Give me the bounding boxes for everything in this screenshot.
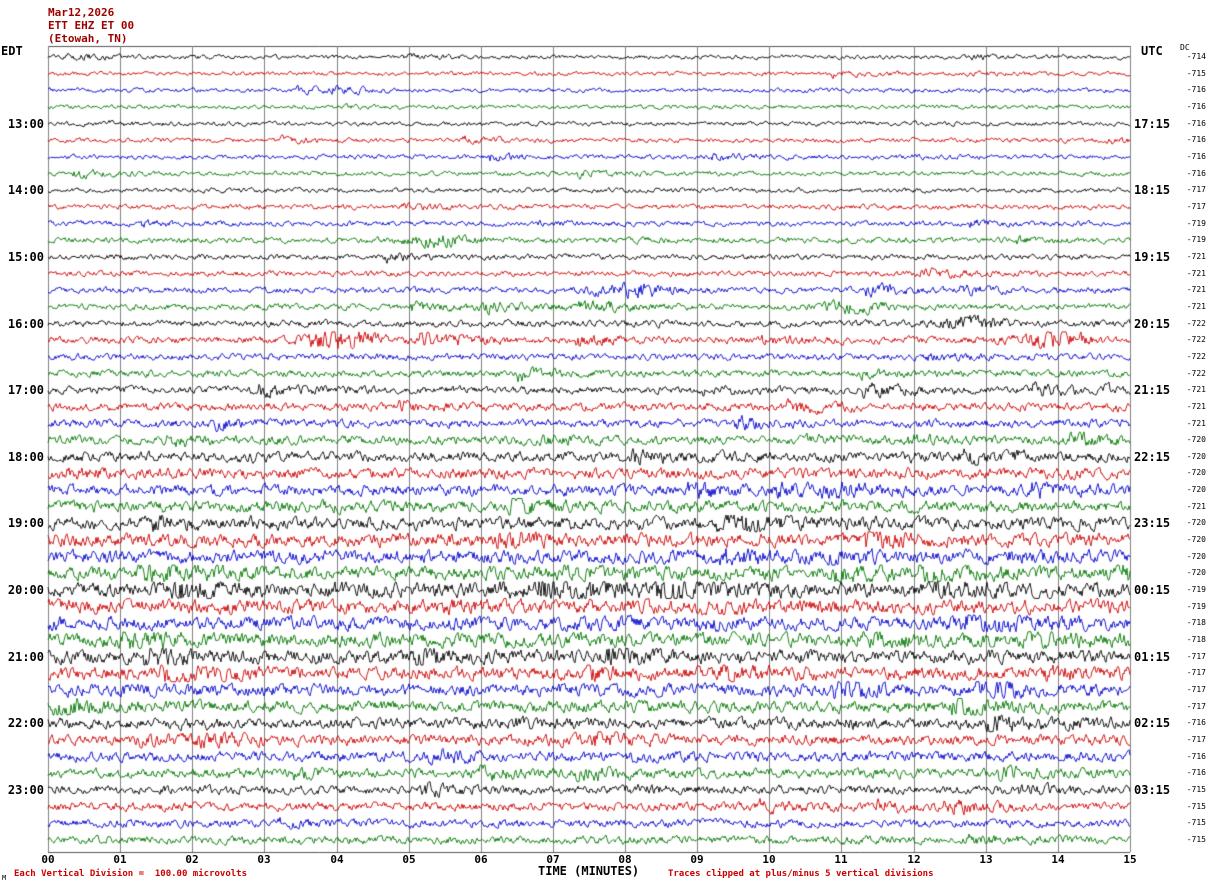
dc-value: -715 [1186, 802, 1206, 811]
dc-value: -720 [1186, 568, 1206, 577]
dc-value: -720 [1186, 452, 1206, 461]
dc-value: -719 [1186, 219, 1206, 228]
edt-label: 23:00 [7, 783, 44, 797]
x-tick-label: 01 [113, 853, 127, 866]
dc-value: -720 [1186, 552, 1206, 561]
dc-value: -721 [1186, 419, 1206, 428]
x-tick-label: 14 [1051, 853, 1065, 866]
dc-value: -719 [1186, 602, 1206, 611]
dc-value: -719 [1186, 235, 1206, 244]
dc-value: -716 [1186, 169, 1206, 178]
dc-value: -717 [1186, 202, 1206, 211]
dc-value: -714 [1186, 52, 1206, 61]
x-tick-label: 15 [1123, 853, 1137, 866]
dc-value: -716 [1186, 768, 1206, 777]
x-tick-label: 02 [185, 853, 199, 866]
edt-label: 19:00 [7, 516, 44, 530]
x-tick-label: 13 [979, 853, 993, 866]
utc-label: 23:15 [1134, 516, 1171, 530]
utc-label: 19:15 [1134, 250, 1171, 264]
dc-value: -715 [1186, 818, 1206, 827]
x-tick-label: 12 [907, 853, 921, 866]
dc-value: -717 [1186, 735, 1206, 744]
dc-value: -716 [1186, 85, 1206, 94]
x-tick-label: 04 [330, 853, 344, 866]
dc-value: -721 [1186, 302, 1206, 311]
edt-label: 22:00 [7, 716, 44, 730]
dc-value: -716 [1186, 152, 1206, 161]
dc-value: -721 [1186, 502, 1206, 511]
edt-label: 17:00 [7, 383, 44, 397]
x-tick-label: 05 [402, 853, 416, 866]
edt-label: 13:00 [7, 117, 44, 131]
dc-value: -716 [1186, 718, 1206, 727]
x-tick-label: 03 [257, 853, 271, 866]
dc-value: -717 [1186, 668, 1206, 677]
x-tick-label: 06 [474, 853, 488, 866]
dc-value: -720 [1186, 435, 1206, 444]
dc-value: -715 [1186, 69, 1206, 78]
edt-label: 21:00 [7, 650, 44, 664]
dc-value: -721 [1186, 385, 1206, 394]
dc-value: -721 [1186, 269, 1206, 278]
utc-label: 17:15 [1134, 117, 1171, 131]
edt-label: 20:00 [7, 583, 44, 597]
utc-label: 20:15 [1134, 317, 1171, 331]
dc-value: -718 [1186, 618, 1206, 627]
utc-label: 21:15 [1134, 383, 1171, 397]
dc-value: -715 [1186, 785, 1206, 794]
utc-label: 01:15 [1134, 650, 1171, 664]
utc-label: 00:15 [1134, 583, 1171, 597]
dc-value: -716 [1186, 119, 1206, 128]
dc-value: -721 [1186, 252, 1206, 261]
dc-value: -717 [1186, 652, 1206, 661]
utc-label: 03:15 [1134, 783, 1171, 797]
x-tick-label: 09 [690, 853, 704, 866]
dc-value: -720 [1186, 518, 1206, 527]
vertical-division-note: Each Vertical Division = 100.00 microvol… [14, 869, 247, 879]
edt-label: 14:00 [7, 183, 44, 197]
dc-value: -722 [1186, 369, 1206, 378]
utc-label: 02:15 [1134, 716, 1171, 730]
dc-value: -719 [1186, 585, 1206, 594]
x-tick-label: 07 [546, 853, 560, 866]
dc-value: -722 [1186, 335, 1206, 344]
dc-value: -722 [1186, 352, 1206, 361]
x-tick-label: 08 [618, 853, 632, 866]
dc-value: -720 [1186, 468, 1206, 477]
x-tick-label: 00 [41, 853, 55, 866]
dc-value: -721 [1186, 402, 1206, 411]
edt-label: 18:00 [7, 450, 44, 464]
corner-mark: M [2, 874, 7, 882]
edt-label: 16:00 [7, 317, 44, 331]
dc-value: -718 [1186, 635, 1206, 644]
dc-value: -717 [1186, 685, 1206, 694]
clipping-note: Traces clipped at plus/minus 5 vertical … [668, 869, 934, 879]
dc-value: -716 [1186, 102, 1206, 111]
utc-label: 22:15 [1134, 450, 1171, 464]
dc-value: -721 [1186, 285, 1206, 294]
dc-value: -717 [1186, 185, 1206, 194]
x-axis-title: TIME (MINUTES) [538, 864, 640, 878]
dc-value: -715 [1186, 835, 1206, 844]
dc-value: -720 [1186, 535, 1206, 544]
edt-label: 15:00 [7, 250, 44, 264]
x-tick-label: 11 [834, 853, 848, 866]
dc-value: -716 [1186, 135, 1206, 144]
dc-value: -720 [1186, 485, 1206, 494]
dc-value: -716 [1186, 752, 1206, 761]
x-tick-label: 10 [762, 853, 776, 866]
dc-value: -717 [1186, 702, 1206, 711]
utc-label: 18:15 [1134, 183, 1171, 197]
dc-value: -722 [1186, 319, 1206, 328]
